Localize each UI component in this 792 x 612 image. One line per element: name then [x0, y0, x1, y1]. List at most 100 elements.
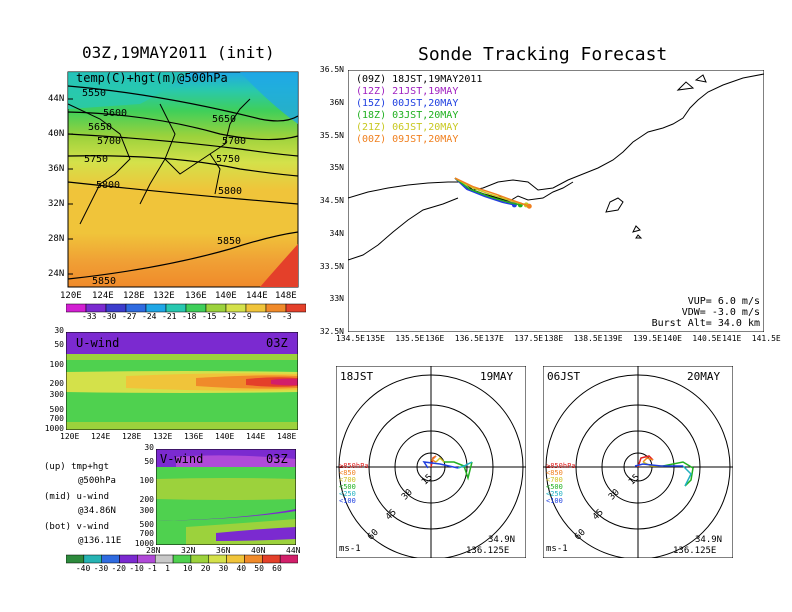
lon-label: 144E: [246, 291, 268, 301]
hodograph-left: [336, 366, 526, 558]
colorbar-swatch: [154, 554, 174, 564]
side-note: (bot) v-wind @136.11E: [44, 520, 121, 548]
lat-label: 36N: [48, 164, 65, 174]
pressure-label: 50: [54, 340, 64, 350]
colorbar-label: -6: [262, 312, 272, 321]
contour-label: 5600: [103, 108, 128, 119]
lon-label: 124E: [91, 432, 111, 441]
param-burst: Burst Alt= 34.0 km: [651, 318, 760, 329]
contour-label: 5550: [82, 88, 107, 99]
colorbar-label: 50: [254, 564, 264, 573]
colorbar-label: -24: [142, 312, 157, 321]
colorbar-label: 60: [272, 564, 282, 573]
colorbar-label: -9: [242, 312, 252, 321]
lon-label: 139E: [603, 334, 623, 343]
hodo-units: ms-1: [339, 544, 361, 554]
colorbar-swatch: [137, 554, 156, 564]
hodograph-trace: [637, 455, 654, 468]
lon-label: 140E: [215, 432, 235, 441]
colorbar-swatch: [245, 303, 267, 313]
lon-label: 138E: [543, 334, 564, 343]
lat-label: 36N: [329, 97, 344, 107]
pressure-label: 700: [139, 529, 154, 539]
hodograph-trace: [642, 457, 654, 463]
lat-label: 44N: [48, 94, 65, 104]
u-panel-title: U-wind: [76, 336, 120, 350]
lat-label: 44N: [286, 546, 301, 555]
colorbar-swatch: [226, 554, 245, 564]
lon-label: 132E: [153, 432, 173, 441]
u-panel-time: 03Z: [266, 336, 288, 350]
lon-label: 139.5E: [633, 334, 662, 343]
v-colorbar-labels: -40 -30 -20 -10 -1 1 10 20 30 40 50 60: [66, 564, 298, 576]
lon-label: 136.5E: [454, 334, 484, 343]
legend-item: (15Z) 00JST,20MAY: [356, 98, 459, 109]
pressure-label: 30: [54, 326, 64, 335]
side-note-line: @136.11E: [78, 536, 122, 546]
lon-label: 136E: [184, 432, 204, 441]
hodo-level: <250: [546, 490, 563, 498]
lon-label: 138.5E: [573, 334, 603, 343]
colorbar-label: -15: [202, 312, 217, 321]
track-line: [454, 177, 515, 206]
lon-label: 134.5E: [336, 334, 365, 343]
pressure-label: 30: [144, 443, 154, 452]
pressure-label: 1000: [44, 424, 64, 433]
hodograph-trace: [457, 461, 473, 469]
side-note-line: @34.86N: [78, 506, 116, 516]
upper-map-label: temp(C)+hgt(m)@500hPa: [76, 71, 228, 85]
track-params: VUP= 6.0 m/s VDW= -3.0 m/s Burst Alt= 34…: [650, 296, 760, 329]
hodo-location: 34.9N: [488, 535, 516, 545]
contour-label: 5650: [88, 122, 113, 133]
v-colorbar: [66, 554, 298, 564]
lon-label: 128E: [123, 291, 145, 301]
legend-item: (18Z) 03JST,20MAY: [356, 110, 459, 121]
hodograph-trace: [662, 461, 694, 487]
lon-label: 148E: [277, 432, 297, 441]
colorbar-swatch: [185, 303, 207, 313]
lat-label: 40N: [251, 546, 266, 555]
pressure-label: 500: [49, 404, 64, 414]
hodo-location: 34.9N: [695, 535, 723, 545]
pressure-label: 50: [144, 456, 154, 466]
colorbar-label: 40: [236, 564, 247, 573]
pressure-label: 1000: [134, 539, 154, 548]
lon-label: 136E: [185, 291, 207, 301]
colorbar-label: 30: [218, 564, 229, 573]
legend-item: (21Z) 06JST,20MAY: [356, 122, 459, 133]
colorbar-swatch: [66, 554, 85, 564]
hodograph-trace: [634, 463, 683, 467]
contour-label: 5750: [216, 154, 241, 165]
lon-label: 140.5E: [692, 334, 722, 343]
colorbar-swatch: [85, 303, 107, 313]
contour-label: 5800: [218, 186, 243, 197]
colorbar-swatch: [83, 554, 102, 564]
contour-label: 5800: [96, 180, 121, 191]
left-title: 03Z,19MAY2011 (init): [82, 43, 275, 62]
colorbar-swatch: [285, 303, 306, 313]
hodo-level: <100: [546, 497, 563, 505]
right-title: Sonde Tracking Forecast: [418, 44, 668, 65]
colorbar-swatch: [244, 554, 263, 564]
pressure-label: 100: [139, 475, 154, 485]
colorbar-label: -27: [122, 312, 137, 321]
side-note: (mid) u-wind @34.86N: [44, 490, 116, 518]
lat-label: 32N: [181, 546, 196, 555]
track-point: [526, 203, 532, 209]
u-wind-panel: [66, 332, 298, 430]
lon-label: 135.5E: [395, 334, 425, 343]
colorbar-swatch: [205, 303, 227, 313]
lat-label: 28N: [146, 546, 161, 555]
hodo-level: ≥850hPa: [546, 462, 576, 470]
lon-label: 144E: [246, 432, 266, 441]
colorbar-swatch: [119, 554, 138, 564]
colorbar-label: -18: [182, 312, 197, 321]
lon-label: 140E: [662, 334, 682, 343]
param-vup: VUP= 6.0 m/s: [687, 296, 760, 307]
colorbar-swatch: [101, 554, 120, 564]
colorbar-label: -3: [282, 312, 292, 321]
side-note-line: (up) tmp+hgt: [44, 462, 110, 472]
lon-label: 120E: [60, 432, 80, 441]
hodo-level: <700: [339, 476, 356, 484]
hodo-level: <850: [339, 469, 356, 477]
